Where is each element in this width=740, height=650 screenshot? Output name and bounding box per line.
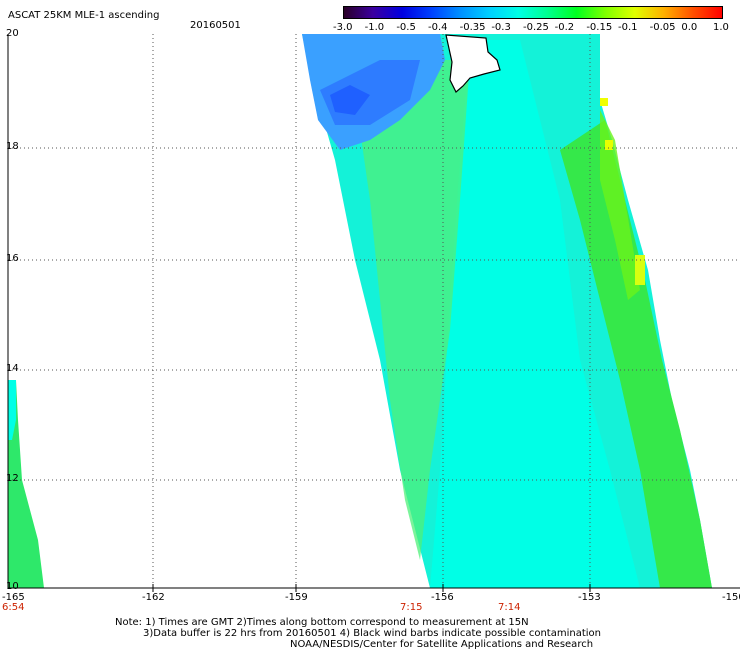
colorbar-tick-label: -3.0 [333, 22, 353, 33]
yellow-spot [605, 140, 613, 150]
axis-ticks [7, 34, 740, 592]
colorbar-tick-label: -0.1 [618, 22, 638, 33]
lat-label: 12 [6, 473, 19, 484]
colorbar-tick-label: -0.25 [523, 22, 549, 33]
lon-label: -165 [2, 592, 25, 603]
main-swath [302, 34, 712, 588]
lon-label: -150 [722, 592, 740, 603]
colorbar-tick-label: -0.15 [586, 22, 613, 33]
lat-label: 18 [6, 141, 19, 152]
yellow-spot [635, 255, 645, 285]
colorbar-tick-label: -0.05 [649, 22, 676, 33]
yellow-spot [600, 98, 608, 106]
lat-label: 20 [6, 28, 19, 39]
colorbar-tick-label: -0.5 [396, 22, 416, 33]
lat-label: 16 [6, 253, 19, 264]
colorbar-tick-label: 1.0 [713, 22, 729, 33]
colorbar [343, 6, 723, 19]
colorbar-tick-label: 0.0 [681, 22, 698, 33]
colorbar-tick-label: -0.2 [554, 22, 575, 33]
lon-label: -162 [142, 592, 165, 603]
map-title: ASCAT 25KM MLE-1 ascending [8, 10, 160, 21]
colorbar-tick-label: -1.0 [364, 22, 385, 33]
note-line-2: 3)Data buffer is 22 hrs from 20160501 4)… [143, 628, 601, 639]
left-swath [8, 380, 44, 588]
map-date: 20160501 [190, 20, 241, 31]
lon-label: -159 [285, 592, 308, 603]
note-line-1: Note: 1) Times are GMT 2)Times along bot… [115, 617, 529, 628]
colorbar-tick-label: -0.35 [459, 22, 486, 33]
pass-time: 7:14 [498, 602, 521, 613]
lon-label: -153 [578, 592, 601, 603]
pass-time: 6:54 [2, 602, 25, 613]
colorbar-tick-label: -0.3 [491, 22, 511, 33]
lon-label: -156 [431, 592, 454, 603]
island-outline [445, 34, 501, 93]
grid-lines [8, 34, 740, 588]
colorbar-tick-label: -0.4 [428, 22, 448, 33]
lat-label: 10 [6, 581, 19, 592]
lat-label: 14 [6, 363, 19, 374]
pass-time: 7:15 [400, 602, 423, 613]
note-line-3: NOAA/NESDIS/Center for Satellite Applica… [290, 639, 594, 650]
